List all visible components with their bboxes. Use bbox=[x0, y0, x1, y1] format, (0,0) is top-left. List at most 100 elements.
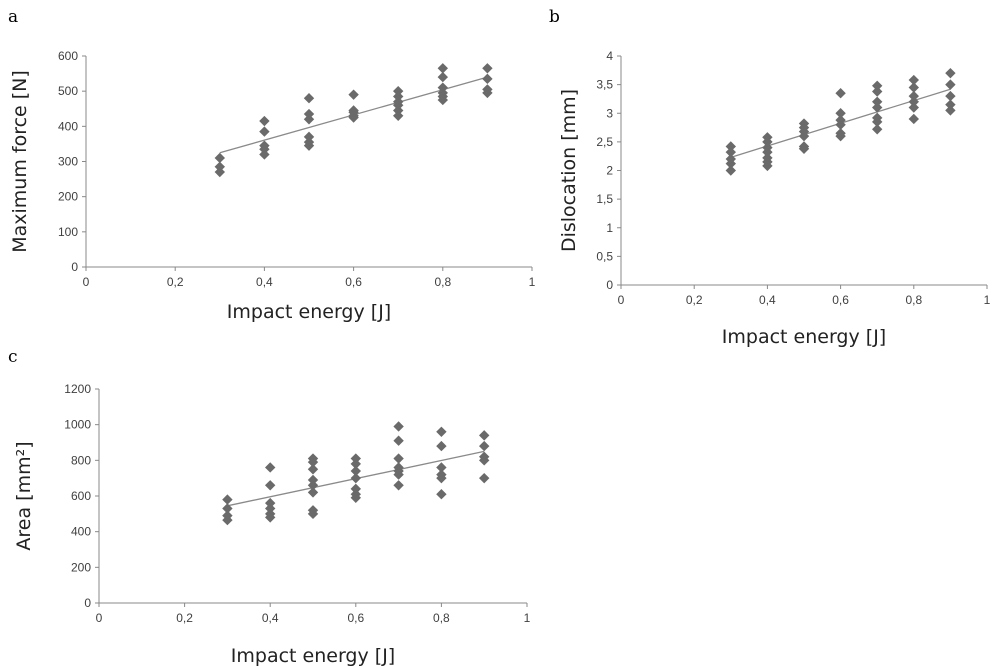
data-point bbox=[945, 67, 956, 79]
data-point bbox=[436, 489, 447, 500]
y-tick-label: 1200 bbox=[64, 382, 91, 396]
data-point bbox=[437, 82, 448, 93]
data-point bbox=[872, 102, 883, 113]
data-point bbox=[479, 430, 490, 441]
data-point bbox=[265, 512, 276, 523]
chart-a: 0 100 200 300 400 500 600 0 0,2 0,4 0,6 0,8 1 Impact … bbox=[9, 49, 536, 323]
data-point bbox=[307, 487, 319, 498]
x-axis-title: Impact energy [J] bbox=[227, 301, 391, 323]
data-point bbox=[265, 497, 276, 509]
y-tick-label: 200 bbox=[58, 190, 78, 204]
data-point bbox=[393, 421, 404, 432]
data-point bbox=[350, 458, 361, 470]
data-point bbox=[348, 112, 359, 123]
panel-c: c 0 200 400 600 800 1000 1200 0 0,2 0,4 0,6 0,8 1 Imp… bbox=[8, 347, 531, 666]
data-point bbox=[945, 105, 956, 116]
x-tick-label: 1 bbox=[529, 275, 536, 289]
x-tick-label: 0,2 bbox=[167, 275, 184, 289]
data-point bbox=[259, 115, 270, 127]
y-tick-label: 3 bbox=[606, 106, 613, 120]
x-tick-label: 0,2 bbox=[686, 293, 703, 307]
data-point bbox=[393, 435, 404, 446]
data-point bbox=[265, 462, 276, 473]
data-point bbox=[222, 514, 233, 526]
y-tick-label: 400 bbox=[71, 525, 91, 539]
y-tick-label: 1000 bbox=[64, 418, 91, 432]
data-point bbox=[945, 99, 956, 110]
data-point bbox=[307, 464, 319, 475]
data-point bbox=[437, 63, 448, 74]
data-point bbox=[303, 131, 315, 143]
x-tick-label: 0 bbox=[618, 293, 625, 307]
y-tick-label: 0 bbox=[606, 278, 613, 292]
y-tick-label: 0,5 bbox=[596, 249, 613, 263]
data-point bbox=[872, 116, 883, 128]
data-point bbox=[303, 108, 315, 120]
data-point bbox=[437, 71, 448, 83]
data-point bbox=[259, 149, 270, 160]
data-point bbox=[479, 440, 490, 452]
data-point bbox=[908, 82, 919, 93]
data-point bbox=[393, 110, 404, 121]
data-point bbox=[479, 455, 490, 466]
x-tick-label: 0,6 bbox=[832, 293, 849, 307]
x-tick-label: 0,6 bbox=[345, 275, 362, 289]
y-tick-label: 200 bbox=[71, 560, 91, 574]
data-point bbox=[482, 87, 493, 99]
data-point bbox=[482, 73, 493, 85]
x-tick-label: 0 bbox=[96, 611, 103, 625]
data-point bbox=[350, 483, 361, 495]
data-point bbox=[303, 93, 315, 104]
y-tick-label: 600 bbox=[58, 49, 78, 63]
chart-b: 0 0,5 1 1,5 2 2,5 3 3,5 4 0 0,2 0,4 0,6 0,8 1 Impact en… bbox=[558, 49, 991, 348]
data-point bbox=[835, 119, 846, 130]
data-point bbox=[307, 480, 319, 491]
data-point bbox=[798, 143, 810, 154]
y-tick-label: 0 bbox=[71, 260, 78, 274]
data-point bbox=[350, 472, 361, 484]
data-point bbox=[259, 126, 270, 137]
data-point bbox=[437, 94, 448, 106]
data-point bbox=[348, 89, 359, 100]
data-point bbox=[835, 88, 846, 99]
y-tick-label: 600 bbox=[71, 489, 91, 503]
data-point bbox=[303, 114, 315, 125]
y-tick-label: 2 bbox=[606, 164, 613, 178]
data-point bbox=[214, 161, 225, 172]
data-point bbox=[307, 508, 319, 520]
x-tick-label: 0,4 bbox=[262, 611, 279, 625]
data-point bbox=[393, 453, 404, 464]
x-tick-label: 0,2 bbox=[176, 611, 193, 625]
data-point bbox=[798, 130, 810, 142]
y-tick-label: 4 bbox=[606, 49, 613, 63]
data-point bbox=[350, 465, 361, 477]
data-point bbox=[393, 85, 404, 97]
y-tick-label: 1,5 bbox=[596, 192, 613, 206]
data-point bbox=[350, 453, 361, 464]
panel-a: a 0 100 200 300 400 500 600 0 0,2 0,4 0,6 0,8 1 Impac… bbox=[8, 7, 536, 323]
data-point bbox=[222, 494, 233, 505]
data-point bbox=[908, 96, 919, 107]
data-point bbox=[307, 456, 319, 468]
data-point bbox=[303, 140, 315, 151]
data-point bbox=[482, 63, 493, 74]
data-point bbox=[259, 143, 270, 155]
data-point bbox=[222, 503, 233, 514]
data-point bbox=[725, 146, 736, 158]
y-axis-title: Maximum force [N] bbox=[9, 70, 31, 253]
x-axis-title: Impact energy [J] bbox=[231, 645, 395, 666]
y-tick-label: 1 bbox=[606, 221, 613, 235]
data-point bbox=[725, 141, 736, 152]
y-tick-label: 2,5 bbox=[596, 135, 613, 149]
data-point bbox=[725, 165, 736, 176]
data-point bbox=[265, 480, 276, 491]
data-point bbox=[908, 74, 919, 86]
data-point bbox=[725, 158, 736, 169]
data-point bbox=[872, 80, 883, 91]
data-point bbox=[436, 426, 447, 437]
y-tick-label: 400 bbox=[58, 119, 78, 133]
data-point bbox=[872, 86, 883, 97]
data-point bbox=[479, 472, 490, 484]
data-point bbox=[393, 480, 404, 491]
